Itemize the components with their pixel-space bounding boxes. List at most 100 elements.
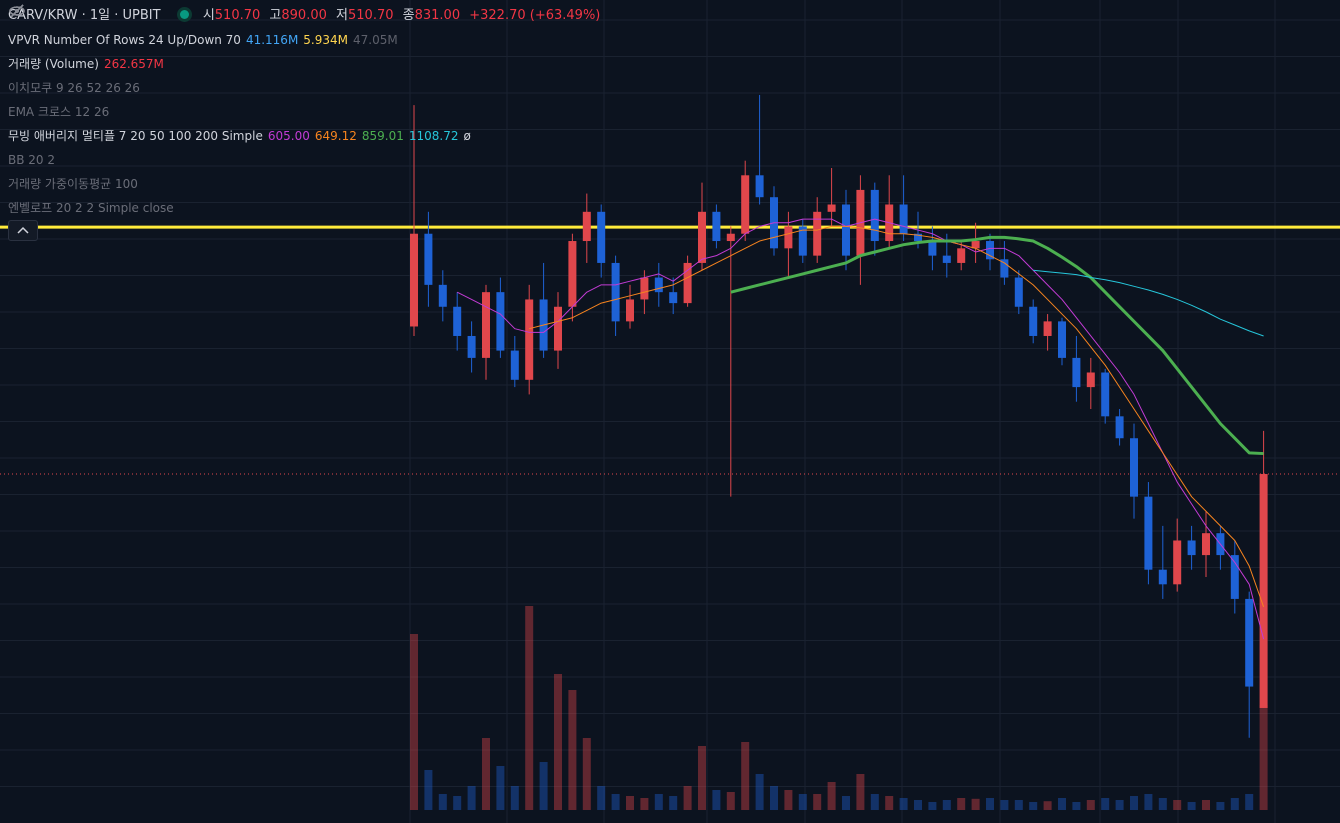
volume-bar	[798, 794, 807, 810]
indicator-text: 41.116M	[245, 33, 299, 47]
candle-body	[914, 233, 922, 242]
volume-bar	[842, 796, 850, 810]
chevron	[17, 226, 29, 234]
candle-body	[755, 175, 764, 198]
candle-body	[496, 292, 505, 351]
candle-body	[1014, 277, 1023, 307]
indicator-row[interactable]: BB 20 2	[8, 4, 605, 172]
candle-body	[1072, 357, 1081, 388]
candle-body	[842, 204, 850, 256]
collapse-button[interactable]	[8, 220, 38, 241]
indicator-text: 1108.72	[408, 129, 459, 143]
candle-body	[784, 226, 793, 249]
candle-body	[1130, 438, 1138, 497]
low: 510.70	[348, 8, 394, 23]
candle-body	[712, 211, 721, 242]
volume-bar	[813, 794, 822, 810]
volume-bar	[1245, 794, 1254, 810]
indicator-text: 무빙 애버리지 멀티플 7 20 50 100 200 Simple	[8, 129, 263, 143]
volume-bar	[928, 802, 937, 810]
volume-bar	[885, 796, 894, 810]
volume-bar	[510, 786, 519, 810]
indicator-text: 649.12	[314, 129, 357, 143]
candle-body	[971, 241, 980, 249]
volume-bar	[1144, 794, 1153, 810]
moving-average-line	[456, 218, 1265, 640]
volume-bar	[654, 794, 663, 810]
candle-body	[986, 241, 994, 260]
candle-body	[654, 277, 663, 293]
moving-average-line	[1033, 269, 1264, 337]
candle-body	[683, 262, 692, 304]
volume-bar	[1072, 802, 1081, 810]
symbol: CARV/KRW · 1일 · UPBIT	[8, 8, 161, 23]
indicator-row[interactable]: EMA 크로스 12 26	[8, 4, 605, 124]
header-row: CARV/KRW · 1일 · UPBIT 시510.70 고890.00 저5…	[8, 4, 605, 28]
indicator-row[interactable]: 무빙 애버리지 멀티플 7 20 50 100 200 Simple 605.00…	[8, 124, 605, 148]
candle-body	[726, 233, 735, 242]
candle-body	[813, 211, 822, 256]
candle-body	[640, 277, 649, 300]
candle-body	[827, 204, 836, 212]
volume-bar	[1058, 798, 1066, 810]
candle-body	[1000, 259, 1009, 278]
candle-body	[453, 306, 462, 336]
volume-bar	[1173, 800, 1182, 810]
candle-body	[582, 211, 591, 242]
volume-bar	[1000, 800, 1009, 810]
candle-body	[568, 241, 577, 307]
indicator-row[interactable]: 엔벨로프 20 2 2 Simple close	[8, 4, 605, 220]
volume-bar	[1259, 704, 1268, 810]
indicator-text: 262.657M	[103, 57, 164, 71]
candle-body	[1086, 372, 1095, 388]
volume-bar	[755, 774, 764, 810]
candle-body	[554, 306, 562, 351]
candle-body	[1043, 321, 1052, 336]
volume-bar	[1086, 800, 1095, 810]
volume-bar	[611, 794, 620, 810]
volume-bar	[525, 606, 534, 810]
moving-average-line	[529, 225, 1265, 608]
high-label: 고	[269, 8, 282, 23]
candle-body	[597, 211, 606, 263]
volume-bar	[1101, 798, 1110, 810]
candle-body	[1173, 540, 1182, 585]
candle-body	[669, 292, 678, 304]
volume-bar	[698, 746, 706, 810]
volume-bar	[496, 766, 505, 810]
candle-body	[1187, 540, 1196, 556]
candle-body	[1158, 569, 1167, 585]
volume-bar	[899, 798, 908, 810]
volume-bar	[770, 786, 778, 810]
volume-bar	[1043, 801, 1052, 810]
high: 890.00	[281, 8, 327, 23]
close-label: 종	[402, 8, 415, 23]
candle-body	[1101, 372, 1110, 417]
candle-body	[1029, 306, 1038, 336]
volume-bar	[438, 794, 447, 810]
candle-body	[798, 226, 807, 256]
indicator-row[interactable]: 이치모쿠 9 26 52 26 26	[8, 4, 605, 100]
volume-bar	[453, 796, 462, 810]
volume-bar	[597, 786, 606, 810]
candle-body	[626, 299, 634, 322]
indicator-row[interactable]: VPVR Number Of Rows 24 Up/Down 70 41.116M…	[8, 28, 605, 52]
candle-body	[928, 241, 937, 256]
indicator-text: 거래량 (Volume)	[8, 57, 99, 71]
candle-body	[1202, 533, 1210, 556]
volume-bar	[424, 770, 433, 810]
volume-bar	[568, 690, 577, 810]
volume-bar	[971, 798, 980, 810]
candle-body	[899, 204, 908, 234]
volume-bar	[1202, 800, 1210, 810]
candle-body	[611, 262, 620, 322]
candle-body	[1058, 321, 1066, 358]
indicator-row[interactable]: 거래량 (Volume) 262.657M	[8, 52, 605, 76]
indicator-row[interactable]: 거래량 가중이동평균 100	[8, 4, 605, 196]
hidden-icon[interactable]	[8, 4, 26, 18]
volume-bar	[683, 786, 692, 810]
legend: CARV/KRW · 1일 · UPBIT 시510.70 고890.00 저5…	[8, 4, 605, 220]
candle-body	[424, 233, 433, 285]
candle-body	[1115, 416, 1124, 439]
